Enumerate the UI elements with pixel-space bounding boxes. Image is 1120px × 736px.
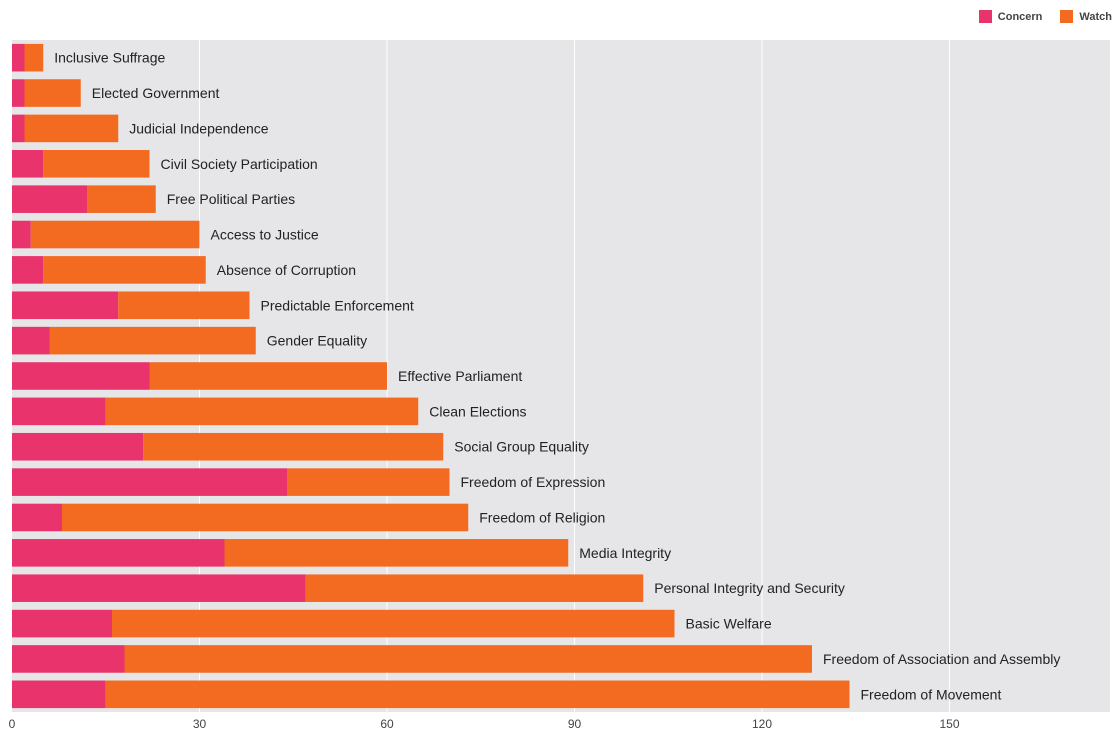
legend-label-concern: Concern <box>997 10 1043 23</box>
category-label-13: Freedom of Religion <box>479 509 605 525</box>
category-label-4: Free Political Parties <box>167 191 295 207</box>
bar-watch-5 <box>30 220 200 249</box>
category-label-7: Predictable Enforcement <box>261 297 414 313</box>
bar-watch-13 <box>62 503 469 532</box>
category-label-9: Effective Parliament <box>398 368 522 384</box>
legend-item-watch: Watch <box>1060 10 1112 23</box>
category-label-2: Judicial Independence <box>129 120 269 136</box>
bar-concern-17 <box>12 645 125 673</box>
bar-concern-18 <box>12 680 106 709</box>
bar-watch-17 <box>124 645 812 673</box>
category-label-3: Civil Society Participation <box>161 156 318 172</box>
category-label-12: Freedom of Expression <box>461 474 606 490</box>
bar-watch-15 <box>305 574 644 603</box>
bar-concern-2 <box>12 114 25 143</box>
bar-watch-18 <box>105 680 850 709</box>
category-label-14: Media Integrity <box>579 545 671 561</box>
bar-concern-10 <box>12 397 106 426</box>
bar-concern-9 <box>12 362 150 390</box>
bar-concern-14 <box>12 539 225 567</box>
x-tick-label-0: 0 <box>9 717 16 731</box>
bar-concern-1 <box>12 79 25 107</box>
bar-watch-4 <box>87 185 156 213</box>
bar-concern-12 <box>12 468 287 496</box>
bar-concern-13 <box>12 503 62 532</box>
bar-watch-8 <box>49 326 256 355</box>
category-label-16: Basic Welfare <box>686 616 772 632</box>
bar-concern-4 <box>12 185 87 213</box>
bar-concern-0 <box>12 43 25 72</box>
bar-concern-6 <box>12 256 44 284</box>
bar-concern-3 <box>12 149 44 178</box>
bar-watch-1 <box>24 79 81 107</box>
bar-concern-11 <box>12 432 144 461</box>
bar-watch-12 <box>287 468 450 496</box>
legend-item-concern: Concern <box>978 10 1043 23</box>
bar-concern-8 <box>12 326 50 355</box>
bar-concern-16 <box>12 609 112 638</box>
x-tick-label-150: 150 <box>939 717 959 731</box>
bar-watch-0 <box>24 43 44 72</box>
category-label-1: Elected Government <box>92 85 220 101</box>
bar-watch-14 <box>224 539 569 567</box>
category-label-15: Personal Integrity and Security <box>654 580 845 596</box>
category-label-6: Absence of Corruption <box>217 262 356 278</box>
bar-watch-6 <box>43 256 206 284</box>
category-label-8: Gender Equality <box>267 333 367 349</box>
category-label-0: Inclusive Suffrage <box>54 50 165 66</box>
bar-watch-2 <box>24 114 119 143</box>
legend-swatch-watch <box>1060 10 1074 23</box>
bar-concern-5 <box>12 220 31 249</box>
bar-watch-7 <box>118 291 250 320</box>
category-label-5: Access to Justice <box>211 227 319 243</box>
bar-watch-16 <box>112 609 675 638</box>
x-tick-label-120: 120 <box>752 717 772 731</box>
bar-watch-11 <box>143 432 444 461</box>
category-label-18: Freedom of Movement <box>861 686 1002 702</box>
bar-watch-9 <box>149 362 387 390</box>
legend-swatch-concern <box>978 10 992 23</box>
x-tick-label-60: 60 <box>380 717 394 731</box>
x-tick-label-90: 90 <box>568 717 582 731</box>
category-label-11: Social Group Equality <box>454 439 589 455</box>
legend: Concern Watch <box>978 10 1112 23</box>
bar-watch-3 <box>43 149 150 178</box>
bar-concern-7 <box>12 291 119 320</box>
category-label-17: Freedom of Association and Assembly <box>823 651 1060 667</box>
bar-watch-10 <box>105 397 419 426</box>
category-label-10: Clean Elections <box>429 403 526 419</box>
legend-label-watch: Watch <box>1079 10 1112 23</box>
x-tick-label-30: 30 <box>193 717 207 731</box>
bar-concern-15 <box>12 574 306 603</box>
